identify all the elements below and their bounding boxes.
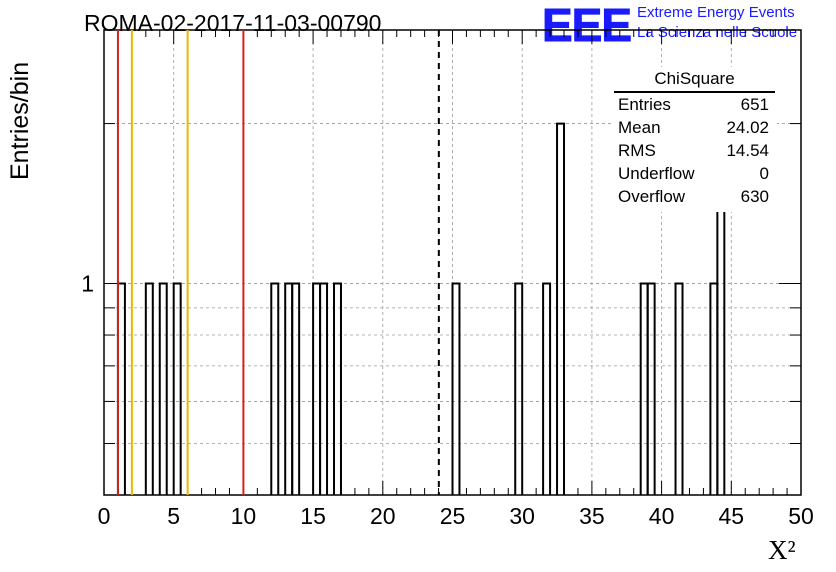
x-tick-label: 0 [98,503,111,529]
histogram-bin [270,282,280,495]
histogram-bin [144,282,154,495]
stats-row-underflow: Underflow 0 [612,162,777,185]
x-tick-label: 50 [788,503,814,529]
stats-row-overflow: Overflow 630 [612,185,777,208]
histogram-bin [333,282,342,495]
histogram-bin [319,282,329,495]
histogram-bin [116,282,126,495]
logo-line-1: Extreme Energy Events [637,4,795,21]
x-tick-label: 20 [370,503,396,529]
stats-key: Underflow [618,164,695,183]
histogram-bin [158,282,168,495]
histogram-bin [674,282,684,495]
x-tick-label: 35 [579,503,605,529]
histogram-bin [709,282,719,495]
stats-key: Overflow [618,187,686,206]
stats-value: 630 [740,187,769,206]
stats-key: Mean [618,118,661,137]
histogram-bin [639,282,649,495]
x-tick-label: 45 [719,503,745,529]
x-tick-label: 30 [509,503,535,529]
stats-key: Entries [618,95,671,114]
histogram-bin [291,282,301,495]
stats-value: 24.02 [726,118,769,137]
x-tick-label: 25 [440,503,466,529]
stats-row-rms: RMS 14.54 [612,139,777,162]
histogram-bin [312,282,322,495]
stats-box: ChiSquare Entries 651 Mean 24.02 RMS 14.… [612,67,777,212]
histogram-bin [542,282,552,495]
x-tick-label: 5 [167,503,180,529]
stats-value: 651 [740,95,769,114]
stats-row-mean: Mean 24.02 [612,116,777,139]
logo-mark: EEE [541,0,632,52]
stats-name: ChiSquare [614,67,775,93]
stats-value: 14.54 [726,141,769,160]
histogram-bin [514,282,524,495]
x-axis-label: X² [768,535,796,565]
chart-title: ROMA-02-2017-11-03-00790 [84,10,382,36]
stats-row-entries: Entries 651 [612,93,777,116]
histogram-bin [646,282,656,495]
eee-logo: EEE Extreme Energy Events La Scienza nel… [541,0,832,52]
x-tick-label: 40 [649,503,675,529]
stats-key: RMS [618,141,656,160]
x-tick-label: 10 [231,503,257,529]
y-tick-label: 1 [81,271,94,297]
histogram-bin [451,282,461,495]
stats-value: 0 [759,164,769,183]
histogram-bin [284,282,294,495]
x-tick-label: 15 [300,503,326,529]
histogram-bin [172,282,182,495]
histogram-bin [556,122,566,495]
